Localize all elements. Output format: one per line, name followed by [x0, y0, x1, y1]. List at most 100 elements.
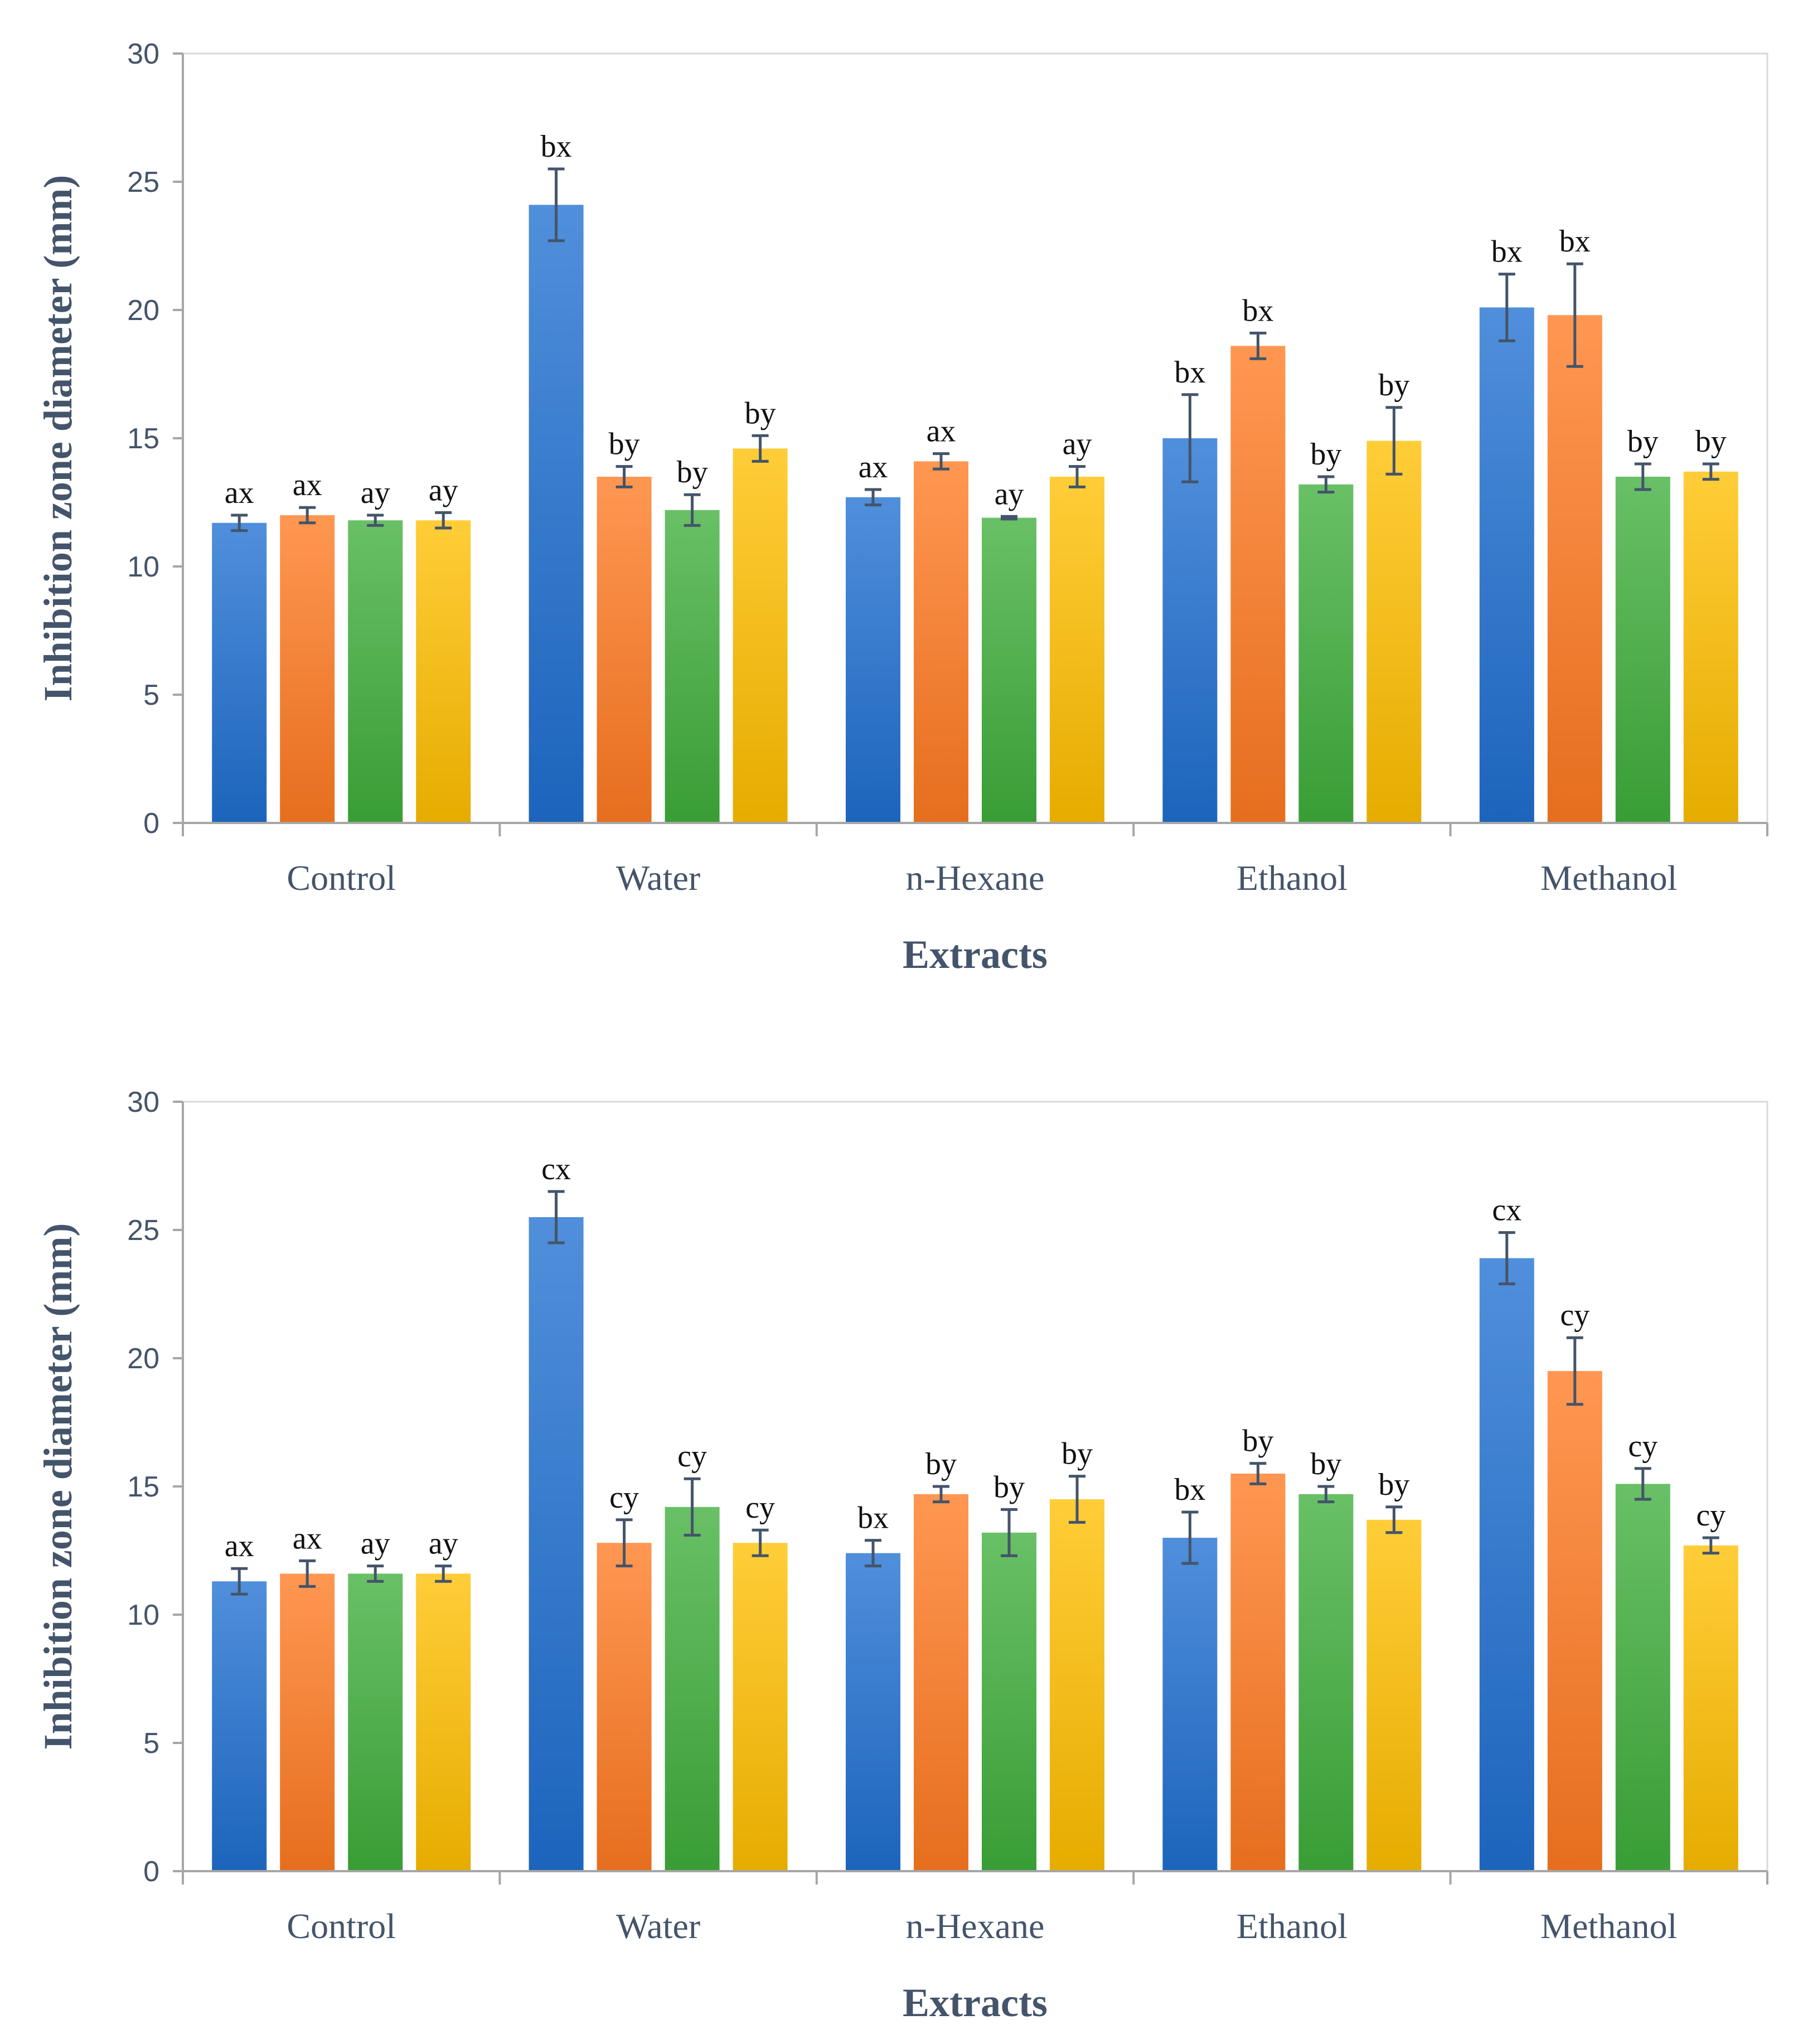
data-label: bx — [857, 1501, 889, 1536]
data-label: ax — [293, 1521, 322, 1556]
data-label: cy — [1560, 1298, 1589, 1333]
bar — [212, 1581, 267, 1871]
x-tick-label: n-Hexane — [906, 858, 1045, 898]
chart-top: 0 5 10 15 20 25 30 Control ax ax ay ay Water bx by by by… — [36, 38, 1768, 977]
data-label: cy — [1696, 1498, 1726, 1533]
error-bar — [231, 514, 248, 532]
bar — [733, 1543, 788, 1871]
data-label: ax — [927, 414, 956, 449]
error-bar — [547, 1190, 565, 1244]
bars-layer — [212, 1190, 1738, 1871]
data-label: by — [1378, 1467, 1409, 1502]
bar — [846, 1553, 900, 1871]
bar — [1683, 471, 1738, 823]
y-tick-label: 25 — [127, 1214, 159, 1247]
data-label: bx — [1559, 224, 1591, 259]
chart-bottom: 0 5 10 15 20 25 30 Control ax ax ay ay Water cx cy cy cy… — [36, 1086, 1768, 2025]
bar — [1615, 1484, 1670, 1871]
error-bar — [1249, 1462, 1267, 1485]
error-bar — [684, 493, 701, 527]
data-label: by — [925, 1447, 957, 1481]
error-bar — [752, 1528, 769, 1557]
axes — [173, 1101, 1768, 1885]
x-axis-title: Extracts — [903, 932, 1048, 977]
y-tick-label: 15 — [127, 1471, 159, 1503]
y-tick-label: 10 — [127, 1599, 159, 1631]
error-bar — [1317, 1485, 1335, 1504]
y-tick-label: 0 — [143, 1856, 159, 1888]
data-label: bx — [541, 129, 572, 164]
data-label: ay — [361, 1527, 390, 1561]
x-tick-label: Methanol — [1540, 858, 1677, 898]
bar — [982, 517, 1036, 823]
bar — [846, 497, 900, 823]
error-bar — [615, 1518, 633, 1568]
error-bar — [547, 167, 565, 243]
bars-layer — [212, 167, 1738, 823]
x-tick-label: Water — [616, 858, 700, 898]
error-bar — [1001, 515, 1017, 521]
data-label: ay — [361, 476, 390, 510]
error-bar — [1498, 273, 1515, 342]
data-label: ay — [429, 473, 458, 507]
error-bar — [435, 1565, 452, 1583]
bar — [416, 520, 471, 823]
x-tick-label: Control — [287, 1906, 396, 1946]
bar — [1230, 346, 1286, 823]
data-label: by — [745, 396, 776, 430]
bar — [733, 448, 788, 823]
bar — [914, 1494, 968, 1871]
error-bar — [435, 511, 452, 530]
error-bar — [231, 1567, 248, 1596]
error-bar — [1249, 331, 1267, 360]
tick-labels: 0 5 10 15 20 25 30 Control ax ax ay ay Water cx cy cy cy… — [127, 1086, 1726, 1946]
y-axis-title: Inhibition zone diameter (mm) — [36, 175, 80, 702]
bar — [1230, 1474, 1286, 1871]
error-bar — [1069, 465, 1085, 488]
data-label: by — [1310, 1447, 1341, 1481]
error-bar — [299, 1559, 316, 1588]
error-bar — [1069, 1475, 1085, 1524]
data-label: cy — [677, 1439, 707, 1474]
bar — [212, 522, 267, 823]
x-tick-label: Methanol — [1540, 1906, 1677, 1946]
x-tick-label: Ethanol — [1237, 1906, 1348, 1946]
x-tick-label: n-Hexane — [906, 1906, 1045, 1946]
data-label: by — [1310, 437, 1341, 472]
bar — [280, 515, 335, 823]
bar — [1050, 1499, 1104, 1871]
bar — [597, 1543, 652, 1871]
y-tick-label: 0 — [143, 807, 159, 840]
error-bar — [865, 488, 881, 507]
y-axis-title: Inhibition zone diameter (mm) — [36, 1223, 80, 1750]
data-label: ay — [995, 477, 1024, 511]
bar — [1162, 1538, 1218, 1871]
bar — [348, 1573, 403, 1871]
data-label: by — [1378, 368, 1409, 403]
y-tick-label: 15 — [127, 423, 159, 455]
data-label: cy — [745, 1490, 775, 1525]
bar — [1479, 1258, 1534, 1871]
data-label: by — [1627, 424, 1659, 459]
bar — [280, 1573, 335, 1871]
error-bar — [684, 1477, 701, 1537]
bar — [416, 1573, 471, 1871]
error-bar — [933, 1485, 949, 1504]
error-bar — [1001, 1508, 1017, 1557]
data-label: by — [609, 427, 640, 462]
bar — [1366, 1519, 1422, 1871]
data-label: cx — [1492, 1193, 1521, 1228]
bar — [1162, 438, 1218, 823]
error-bar — [1634, 462, 1651, 491]
error-bar — [367, 514, 384, 527]
error-bar — [367, 1565, 384, 1583]
error-bar — [1634, 1467, 1651, 1501]
y-tick-label: 30 — [127, 38, 159, 70]
error-bar — [1498, 1231, 1515, 1286]
error-bar — [1385, 406, 1403, 476]
x-tick-label: Water — [616, 1906, 700, 1946]
bar — [1479, 307, 1534, 823]
bar — [1683, 1545, 1738, 1871]
data-label: cy — [1628, 1429, 1657, 1464]
error-bar — [1566, 1336, 1583, 1406]
